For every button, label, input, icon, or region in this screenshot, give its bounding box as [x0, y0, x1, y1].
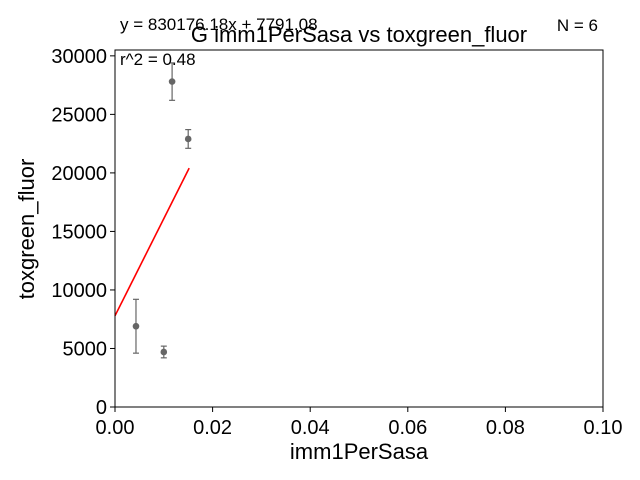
data-point — [184, 128, 192, 149]
data-point — [132, 298, 140, 354]
x-tick-label: 0.00 — [96, 417, 135, 439]
sample-count-label: N = 6 — [557, 16, 598, 35]
y-tick-label: 20000 — [51, 163, 107, 185]
y-axis-label: toxgreen_fluor — [14, 159, 39, 300]
x-tick-label: 0.04 — [291, 417, 330, 439]
text-layer: G imm1PerSasa vs toxgreen_fluor y = 8301… — [14, 15, 598, 464]
x-tick-label: 0.06 — [388, 417, 427, 439]
r-squared-label: r^2 = 0.48 — [120, 50, 196, 69]
x-tick-label: 0.08 — [486, 417, 525, 439]
x-tick-label: 0.02 — [193, 417, 232, 439]
y-tick-label: 30000 — [51, 46, 107, 68]
y-tick-label: 10000 — [51, 280, 107, 302]
data-marker — [160, 348, 168, 356]
y-tick-label: 25000 — [51, 104, 107, 126]
data-point — [160, 345, 168, 359]
y-tick-label: 5000 — [63, 338, 108, 360]
data-point — [168, 62, 176, 101]
axes-layer: 0.00 0.02 0.04 0.06 0.08 0.10 0 5000 10000 15000 2… — [51, 46, 622, 439]
plot-frame — [114, 49, 604, 408]
x-axis-label: imm1PerSasa — [290, 439, 429, 464]
data-marker — [184, 135, 192, 143]
data-marker — [168, 78, 176, 85]
y-tick-label: 0 — [96, 397, 107, 419]
regression-line — [114, 167, 190, 317]
regression-line-layer — [114, 167, 190, 317]
y-tick-label: 15000 — [51, 221, 107, 243]
chart-title: G imm1PerSasa vs toxgreen_fluor — [191, 22, 527, 47]
regression-equation: y = 830176.18x + 7791.08 — [120, 15, 318, 34]
x-tick-label: 0.10 — [584, 417, 623, 439]
data-marker — [132, 322, 140, 330]
data-points-layer — [132, 62, 192, 359]
